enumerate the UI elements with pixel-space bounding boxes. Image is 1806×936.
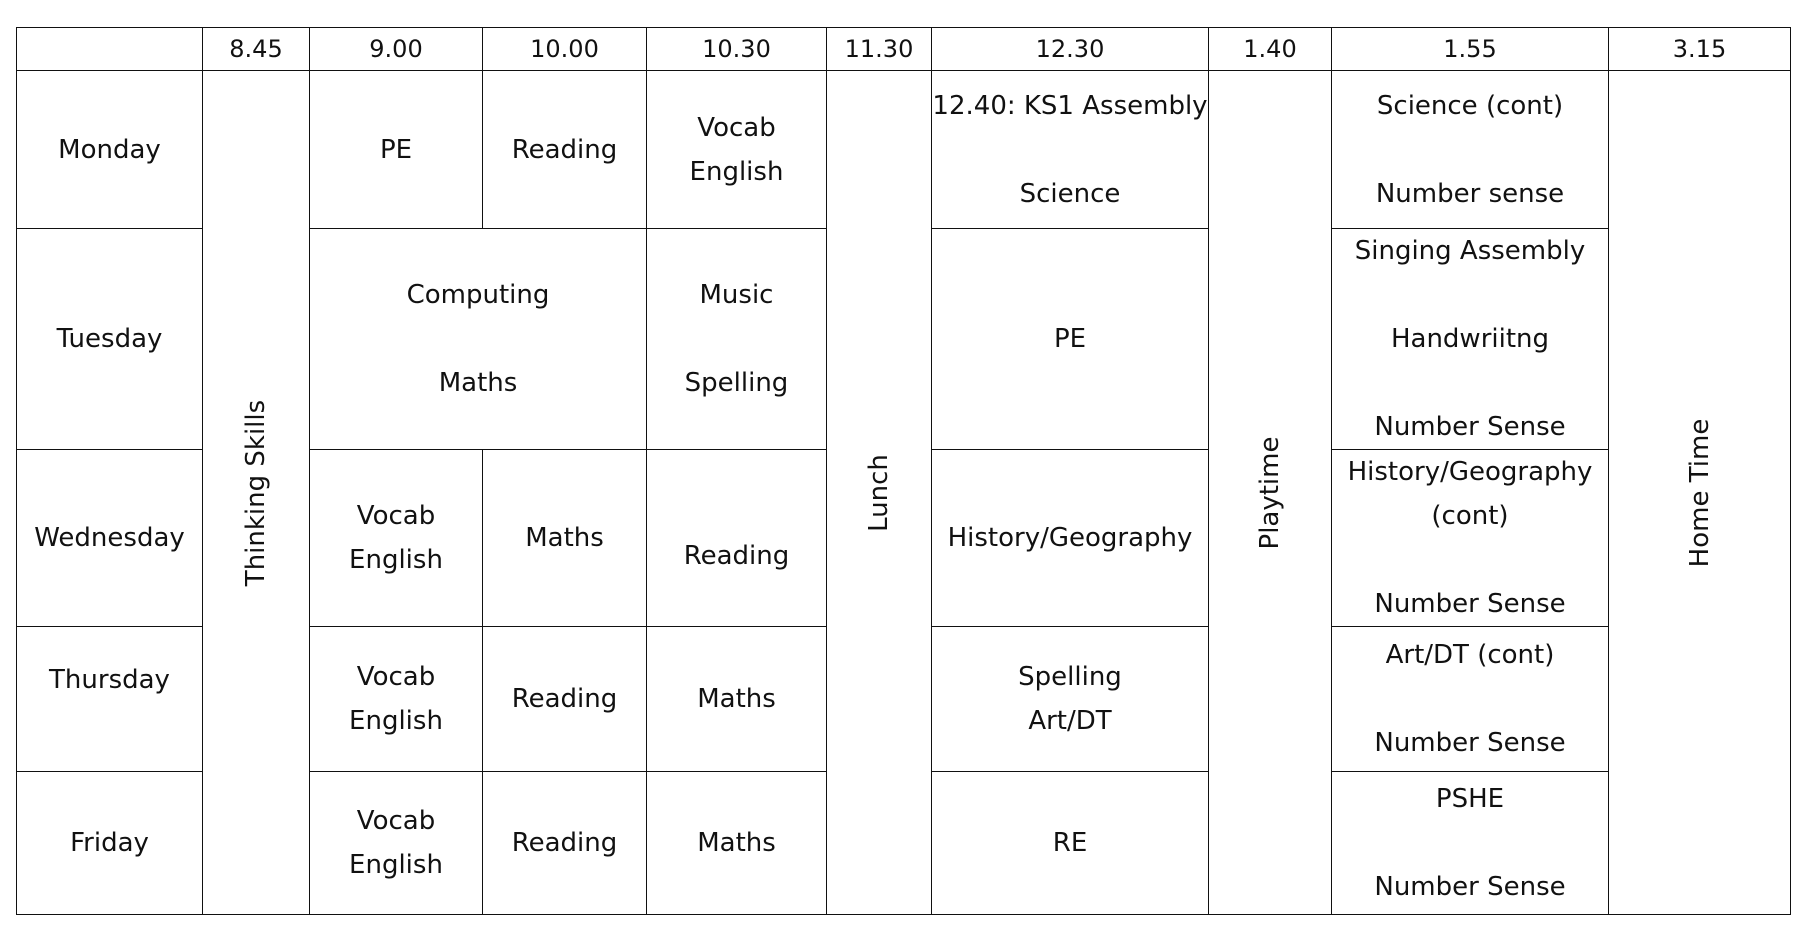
wednesday-155-line-3: Number Sense <box>1374 589 1566 619</box>
thursday-1030-cell: Maths <box>646 626 827 772</box>
friday-900-line-1: Vocab <box>356 806 436 836</box>
friday-900-cell: Vocab English <box>309 771 483 915</box>
friday-1230-cell: RE <box>931 771 1209 915</box>
thursday-900-line-1: Vocab <box>356 662 436 692</box>
tuesday-1230-cell: PE <box>931 228 1209 450</box>
tuesday-row: Tuesday Computing Maths Music Spelling P… <box>16 228 1791 450</box>
time-header-row: 8.45 9.00 10.00 10.30 11.30 12.30 1.40 1… <box>16 27 1791 71</box>
friday-1000-cell: Reading <box>482 771 647 915</box>
thinking-skills-label: Thinking Skills <box>241 399 271 586</box>
thinking-skills-cell: Thinking Skills <box>202 70 310 915</box>
monday-155-line-2: Number sense <box>1375 178 1565 209</box>
time-header-1000: 10.00 <box>482 27 647 71</box>
friday-row: Friday Vocab English Reading Maths RE PS… <box>16 771 1791 915</box>
time-header-140: 1.40 <box>1208 27 1332 71</box>
home-time-cell: Home Time <box>1608 70 1791 915</box>
wednesday-900-cell: Vocab English <box>309 449 483 627</box>
wednesday-row: Wednesday Vocab English Maths Reading Hi… <box>16 449 1791 627</box>
day-label-tuesday: Tuesday <box>16 228 203 450</box>
monday-1000-cell: Reading <box>482 70 647 229</box>
time-header-845: 8.45 <box>202 27 310 71</box>
thursday-1230-line-1: Spelling <box>1018 662 1122 692</box>
thursday-1000-cell: Reading <box>482 626 647 772</box>
friday-155-cell: PSHE Number Sense <box>1331 771 1609 915</box>
thursday-900-cell: Vocab English <box>309 626 483 772</box>
thursday-155-line-2: Number Sense <box>1374 728 1566 758</box>
time-header-155: 1.55 <box>1331 27 1609 71</box>
thursday-1230-cell: Spelling Art/DT <box>931 626 1209 772</box>
timetable: 8.45 9.00 10.00 10.30 11.30 12.30 1.40 1… <box>16 27 1791 915</box>
thursday-900-line-2: English <box>349 706 443 736</box>
wednesday-900-line-1: Vocab <box>356 501 436 531</box>
tuesday-155-line-2: Handwriitng <box>1390 324 1550 354</box>
monday-1230-line-2: Science <box>1019 178 1121 209</box>
friday-155-line-1: PSHE <box>1435 784 1505 814</box>
time-header-1230: 12.30 <box>931 27 1209 71</box>
tuesday-1030-line-2: Spelling <box>684 368 789 398</box>
wednesday-155-cell: History/Geography (cont) Number Sense <box>1331 449 1609 627</box>
thursday-1230-line-2: Art/DT <box>1028 706 1112 736</box>
friday-900-line-2: English <box>349 850 443 880</box>
tuesday-1030-line-1: Music <box>699 280 774 310</box>
monday-1030-cell: Vocab English <box>646 70 827 229</box>
tuesday-155-line-3: Number Sense <box>1374 412 1566 442</box>
tuesday-900-1000-cell: Computing Maths <box>309 228 647 450</box>
wednesday-1230-cell: History/Geography <box>931 449 1209 627</box>
monday-row: Monday Thinking Skills PE Reading Vocab … <box>16 70 1791 915</box>
day-label-thursday: Thursday <box>16 626 203 772</box>
monday-900-cell: PE <box>309 70 483 229</box>
monday-1230-line-1: 12.40: KS1 Assembly <box>932 90 1208 121</box>
monday-155-line-1: Science (cont) <box>1376 90 1564 121</box>
thursday-155-line-1: Art/DT (cont) <box>1385 640 1555 670</box>
time-header-1030: 10.30 <box>646 27 827 71</box>
wednesday-1000-cell: Maths <box>482 449 647 627</box>
wednesday-900-line-2: English <box>349 545 443 575</box>
monday-1230-cell: 12.40: KS1 Assembly Science <box>931 70 1209 229</box>
time-header-900: 9.00 <box>309 27 483 71</box>
monday-1030-line-1: Vocab <box>697 112 776 143</box>
time-header-corner <box>16 27 203 71</box>
monday-1030-line-2: English <box>689 156 784 187</box>
wednesday-1030-line-1: Reading <box>683 541 790 571</box>
time-header-1130: 11.30 <box>826 27 932 71</box>
time-header-315: 3.15 <box>1608 27 1791 71</box>
wednesday-1030-cell: Reading <box>646 449 827 627</box>
lunch-label: Lunch <box>864 453 894 532</box>
friday-155-line-2: Number Sense <box>1374 872 1566 902</box>
wednesday-155-line-2: (cont) <box>1431 501 1509 531</box>
tuesday-900-line-2: Maths <box>438 368 518 398</box>
tuesday-155-line-1: Singing Assembly <box>1354 236 1586 266</box>
wednesday-155-line-1: History/Geography <box>1347 457 1593 487</box>
thursday-label-text: Thursday <box>49 665 170 695</box>
tuesday-1030-cell: Music Spelling <box>646 228 827 450</box>
tuesday-155-cell: Singing Assembly Handwriitng Number Sens… <box>1331 228 1609 450</box>
friday-1030-cell: Maths <box>646 771 827 915</box>
playtime-label: Playtime <box>1255 436 1285 549</box>
thursday-155-cell: Art/DT (cont) Number Sense <box>1331 626 1609 772</box>
day-label-monday: Monday <box>16 70 203 229</box>
tuesday-900-line-1: Computing <box>406 280 550 310</box>
day-label-wednesday: Wednesday <box>16 449 203 627</box>
thursday-row: Thursday Vocab English Reading Maths Spe… <box>16 626 1791 772</box>
home-time-label: Home Time <box>1684 418 1715 567</box>
monday-155-cell: Science (cont) Number sense <box>1331 70 1609 229</box>
day-label-friday: Friday <box>16 771 203 915</box>
lunch-cell: Lunch <box>826 70 932 915</box>
playtime-cell: Playtime <box>1208 70 1332 915</box>
